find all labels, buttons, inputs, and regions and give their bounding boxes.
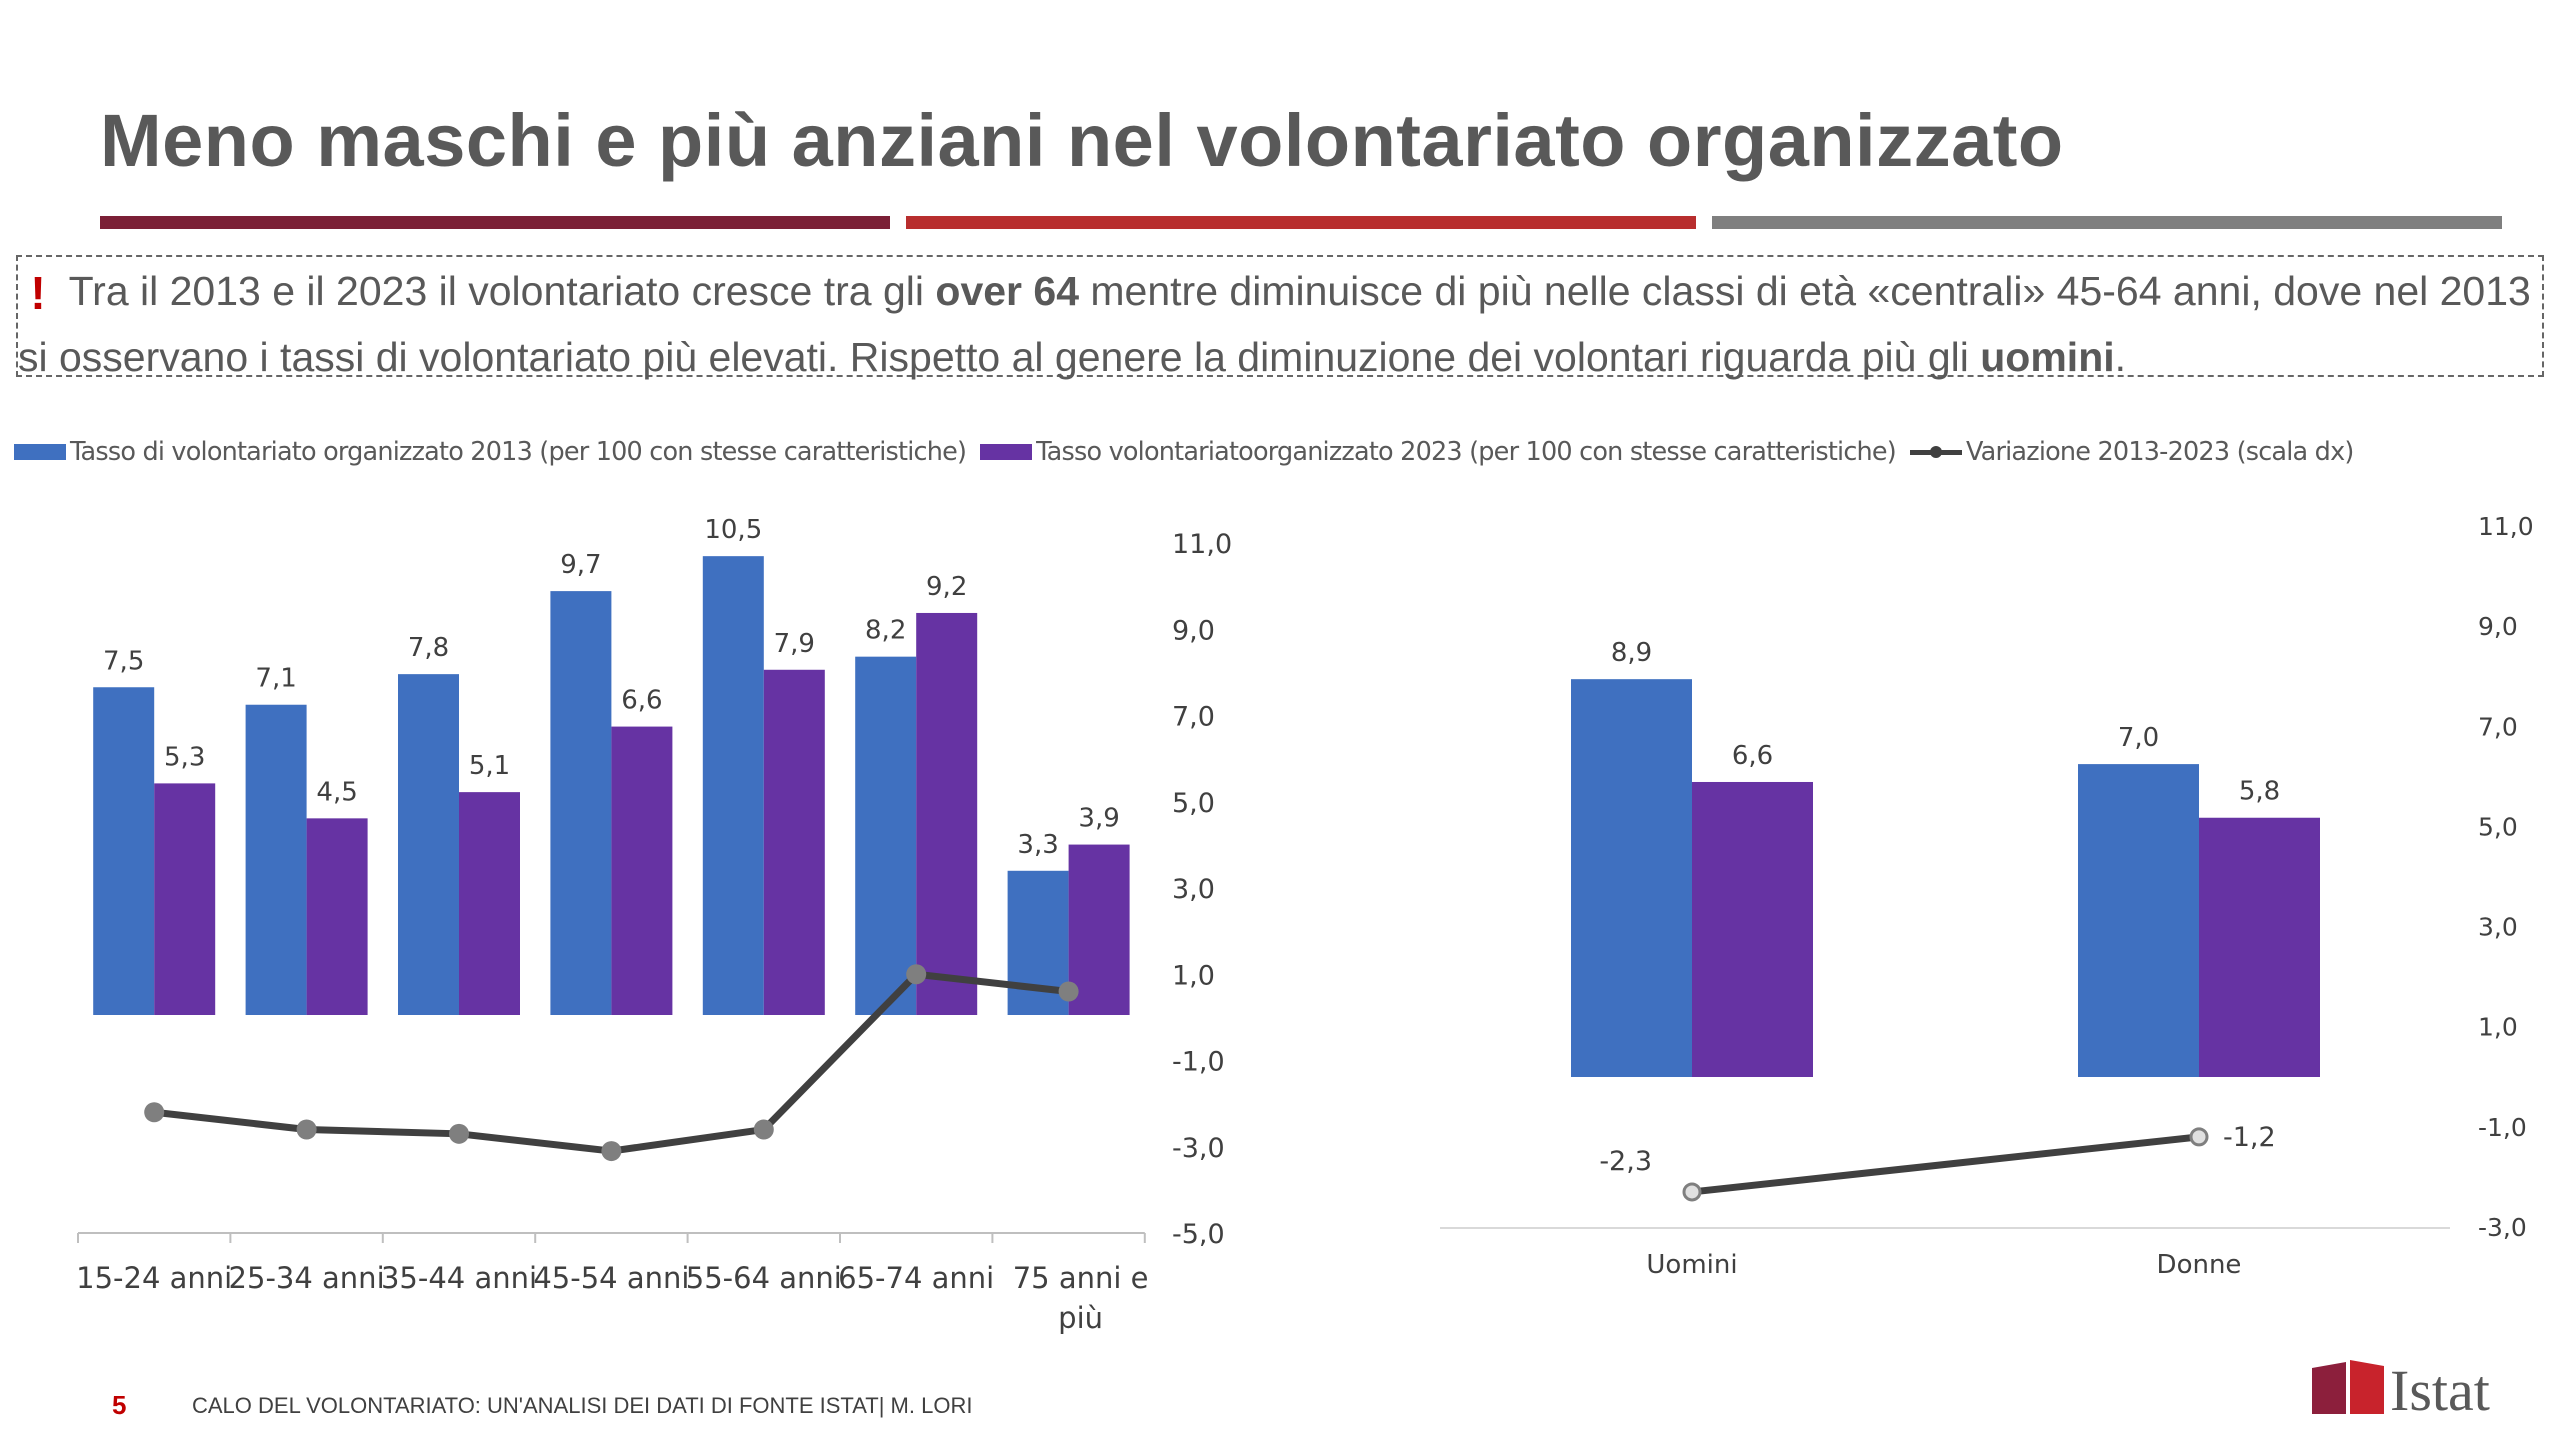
- data-label-2023-3: 6,6: [621, 686, 662, 716]
- bar-2023-4: [764, 670, 825, 1015]
- x-tick-label-6: 75 anni e: [1013, 1261, 1149, 1295]
- x-tick-label-1: 25-34 anni: [229, 1261, 385, 1295]
- bar-2013-2: [398, 674, 459, 1015]
- data-label-2013-5: 8,2: [865, 616, 906, 646]
- bar-2013-4: [703, 556, 764, 1015]
- x-tick-label-gender-0: Uomini: [1646, 1250, 1737, 1280]
- data-label-2023-0: 5,3: [164, 742, 205, 772]
- istat-logo-text: Istat: [2390, 1358, 2490, 1418]
- bar-2013-5: [855, 657, 916, 1015]
- y-right-tick-age-6: -1,0: [1172, 1047, 1225, 1078]
- data-label-2023-6: 3,9: [1078, 804, 1119, 834]
- variation-line-gender: [1692, 1137, 2199, 1192]
- data-label-2013-1: 7,1: [255, 664, 296, 694]
- x-tick-label-3: 45-54 anni: [533, 1261, 689, 1295]
- x-tick-label-0: 15-24 anni: [76, 1261, 232, 1295]
- variation-label-gender-0: -2,3: [1599, 1146, 1652, 1177]
- y-right-tick-gender-0: 11,0: [2478, 512, 2534, 541]
- y-right-tick-age-2: 7,0: [1172, 702, 1215, 733]
- data-label-2013-4: 10,5: [704, 515, 762, 545]
- data-label-2013-0: 7,5: [103, 646, 144, 676]
- y-right-tick-gender-6: -1,0: [2478, 1113, 2527, 1142]
- bar-2013-1: [246, 705, 307, 1015]
- data-label-2013-2: 7,8: [408, 633, 449, 663]
- bar-2023-0: [154, 783, 215, 1015]
- y-right-tick-gender-7: -3,0: [2478, 1213, 2527, 1242]
- y-right-tick-gender-3: 5,0: [2478, 812, 2518, 841]
- bar-gender-2013-1: [2078, 764, 2199, 1077]
- slide-number: 5: [112, 1390, 126, 1421]
- x-tick-label-5: 65-74 anni: [838, 1261, 994, 1295]
- data-label-gender-2023-0: 6,6: [1732, 741, 1773, 771]
- data-label-gender-2023-1: 5,8: [2239, 777, 2280, 807]
- bar-2023-1: [307, 818, 368, 1015]
- y-right-tick-age-0: 11,0: [1172, 529, 1232, 560]
- y-right-tick-gender-5: 1,0: [2478, 1013, 2518, 1042]
- variation-point-age-0: [144, 1102, 164, 1122]
- bar-gender-2023-0: [1692, 782, 1813, 1077]
- variation-point-gender-0: [1684, 1184, 1700, 1200]
- x-tick-label-4: 55-64 anni: [686, 1261, 842, 1295]
- y-right-tick-age-1: 9,0: [1172, 615, 1215, 646]
- data-label-2023-5: 9,2: [926, 572, 967, 602]
- variation-point-age-3: [601, 1141, 621, 1161]
- data-label-2023-1: 4,5: [316, 777, 357, 807]
- bar-2013-3: [550, 591, 611, 1015]
- variation-point-gender-1: [2191, 1129, 2207, 1145]
- variation-point-age-1: [297, 1120, 317, 1140]
- bar-2013-0: [93, 687, 154, 1015]
- data-label-2013-6: 3,3: [1017, 830, 1058, 860]
- bar-2023-3: [611, 727, 672, 1015]
- y-right-tick-age-3: 5,0: [1172, 788, 1215, 819]
- footer-text: CALO DEL VOLONTARIATO: UN'ANALISI DEI DA…: [192, 1393, 972, 1419]
- variation-point-age-4: [754, 1120, 774, 1140]
- charts-canvas: 7,5 5,3 15-24 anni 7,1 4,5 25-34 anni 7,8 5,1 35…: [0, 0, 2560, 1440]
- variation-point-age-2: [449, 1124, 469, 1144]
- bar-gender-2023-1: [2199, 818, 2320, 1077]
- variation-label-gender-1: -1,2: [2223, 1122, 2276, 1153]
- bar-2023-5: [916, 613, 977, 1015]
- x-tick-label-2: 35-44 anni: [381, 1261, 537, 1295]
- data-label-gender-2013-1: 7,0: [2118, 723, 2159, 753]
- y-right-tick-age-7: -3,0: [1172, 1133, 1225, 1164]
- y-right-tick-age-5: 1,0: [1172, 960, 1215, 991]
- y-right-tick-age-8: -5,0: [1172, 1219, 1225, 1250]
- data-label-2023-2: 5,1: [469, 751, 510, 781]
- bar-2023-2: [459, 792, 520, 1015]
- data-label-gender-2013-0: 8,9: [1611, 638, 1652, 668]
- variation-point-age-5: [906, 964, 926, 984]
- x-tick-label-6-line2: più: [1058, 1301, 1103, 1335]
- y-right-tick-age-4: 3,0: [1172, 874, 1215, 905]
- y-right-tick-gender-2: 7,0: [2478, 712, 2518, 741]
- data-label-2013-3: 9,7: [560, 550, 601, 580]
- variation-point-age-6: [1059, 982, 1079, 1002]
- data-label-2023-4: 7,9: [774, 629, 815, 659]
- istat-logo: Istat: [2312, 1358, 2497, 1418]
- y-right-tick-gender-1: 9,0: [2478, 612, 2518, 641]
- x-tick-label-gender-1: Donne: [2157, 1250, 2242, 1280]
- y-right-tick-gender-4: 3,0: [2478, 913, 2518, 942]
- bar-gender-2013-0: [1571, 679, 1692, 1077]
